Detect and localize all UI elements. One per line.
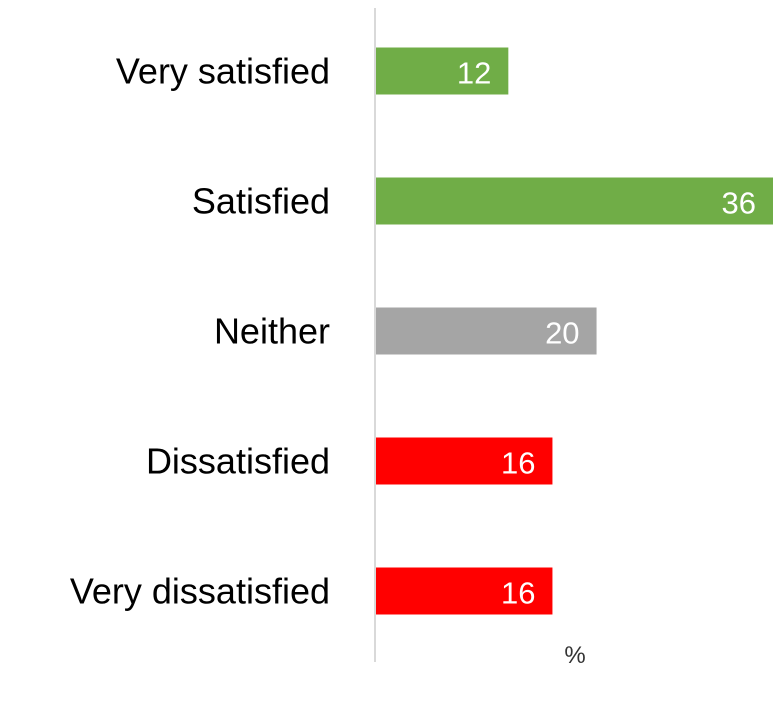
data-label-very-dissatisfied: 16	[501, 576, 535, 611]
category-label-neither: Neither	[214, 311, 330, 352]
data-label-very-satisfied: 12	[457, 56, 491, 91]
data-label-satisfied: 36	[722, 186, 756, 221]
bar-neither	[376, 307, 597, 355]
category-label-satisfied: Satisfied	[192, 181, 330, 222]
bar-very-satisfied	[376, 47, 509, 95]
data-label-neither: 20	[545, 316, 579, 351]
data-label-dissatisfied: 16	[501, 446, 535, 481]
bars-group: Very satisfied 12 Satisfied 36 Neither 20 Diss…	[70, 47, 773, 615]
category-label-dissatisfied: Dissatisfied	[146, 441, 330, 482]
category-label-very-satisfied: Very satisfied	[116, 51, 330, 92]
bar-dissatisfied	[376, 437, 553, 485]
x-axis-label: %	[564, 642, 585, 669]
bar-satisfied	[376, 177, 773, 225]
category-label-very-dissatisfied: Very dissatisfied	[70, 571, 330, 612]
bar-very-dissatisfied	[376, 567, 553, 615]
